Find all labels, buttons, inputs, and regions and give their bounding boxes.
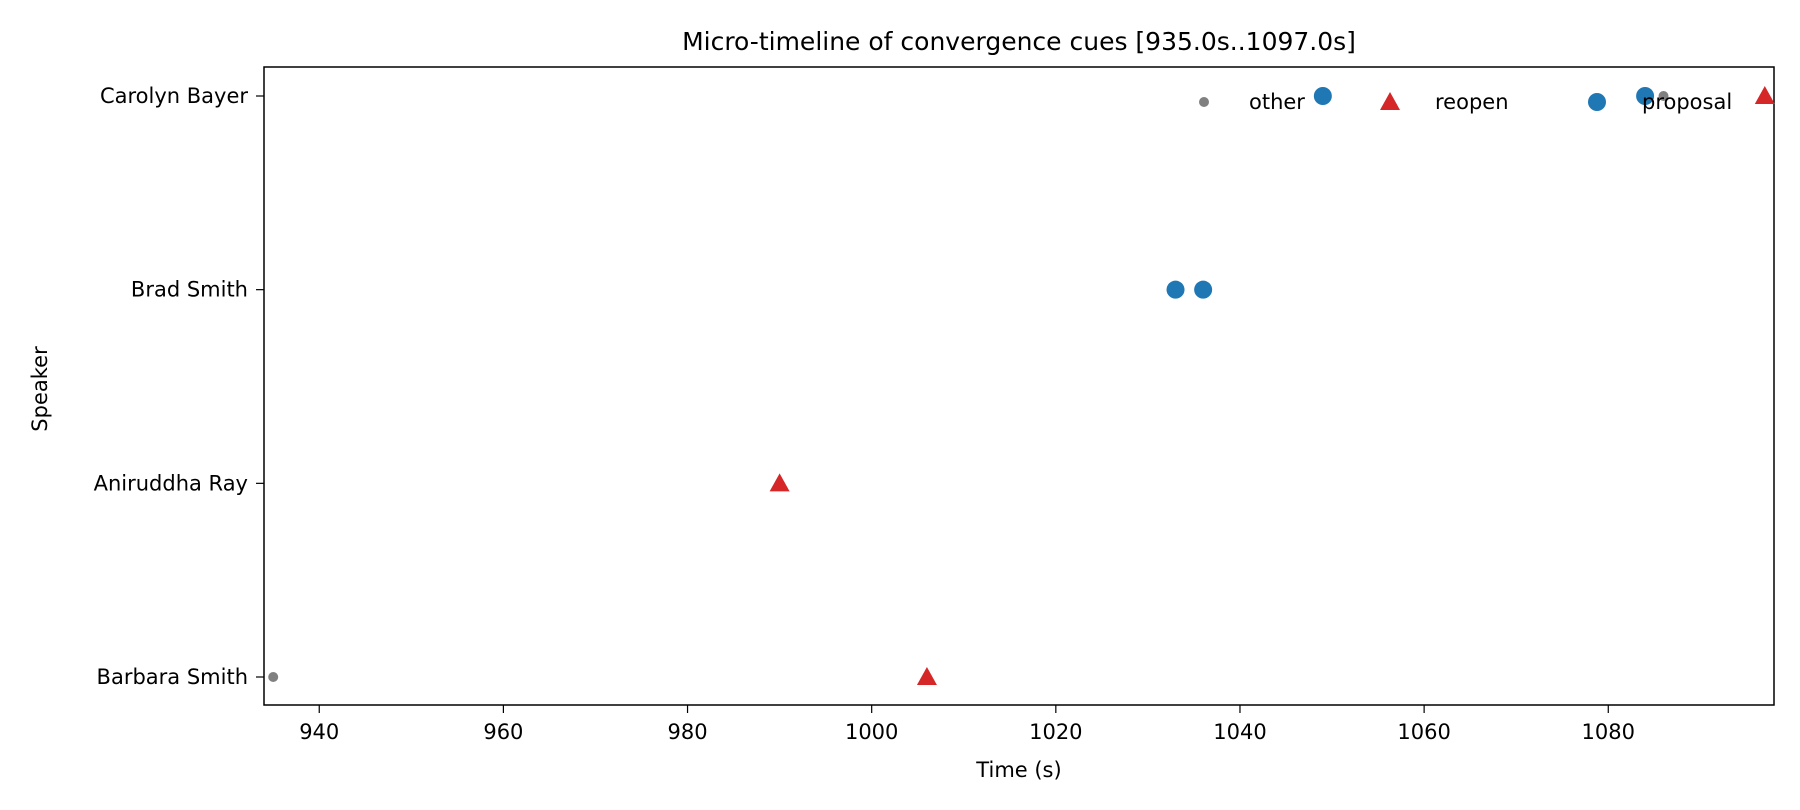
x-tick-label: 980 bbox=[667, 720, 707, 744]
plot-frame bbox=[263, 66, 1775, 706]
reopen-point bbox=[916, 667, 937, 685]
legend-label: proposal bbox=[1642, 90, 1732, 114]
data-marks bbox=[268, 86, 1775, 685]
x-axis-label: Time (s) bbox=[975, 758, 1061, 782]
y-axis-label: Speaker bbox=[28, 346, 52, 432]
y-tick-label: Aniruddha Ray bbox=[94, 471, 248, 495]
proposal-point bbox=[1313, 87, 1332, 105]
legend-label: other bbox=[1249, 90, 1305, 114]
legend-marker-reopen bbox=[1380, 92, 1400, 110]
chart-title: Micro-timeline of convergence cues [935.… bbox=[682, 27, 1356, 56]
other-point bbox=[268, 672, 279, 682]
proposal-point bbox=[1636, 87, 1655, 105]
x-tick-label: 1020 bbox=[1029, 720, 1082, 744]
legend-label: reopen bbox=[1435, 90, 1509, 114]
x-tick-label: 960 bbox=[483, 720, 523, 744]
x-tick-label: 940 bbox=[299, 720, 339, 744]
legend-marker-other bbox=[1199, 97, 1209, 107]
x-tick-label: 1000 bbox=[845, 720, 898, 744]
y-tick-label: Brad Smith bbox=[131, 278, 248, 302]
x-tick-label: 1080 bbox=[1582, 720, 1635, 744]
proposal-point bbox=[1166, 280, 1185, 299]
reopen-point bbox=[1754, 86, 1775, 104]
proposal-point bbox=[1194, 280, 1213, 299]
legend-marker-proposal bbox=[1588, 93, 1606, 111]
other-point bbox=[1658, 91, 1669, 101]
y-tick-label: Carolyn Bayer bbox=[100, 84, 248, 108]
y-tick-label: Barbara Smith bbox=[97, 665, 248, 689]
reopen-point bbox=[769, 473, 790, 492]
plot-area: 940 960 980 1000 1020 1040 1060 1080 Carolyn Bay… bbox=[94, 66, 1775, 744]
x-tick-label: 1060 bbox=[1397, 720, 1450, 744]
x-tick-label: 1040 bbox=[1213, 720, 1266, 744]
legend: other reopen proposal bbox=[1199, 90, 1732, 114]
